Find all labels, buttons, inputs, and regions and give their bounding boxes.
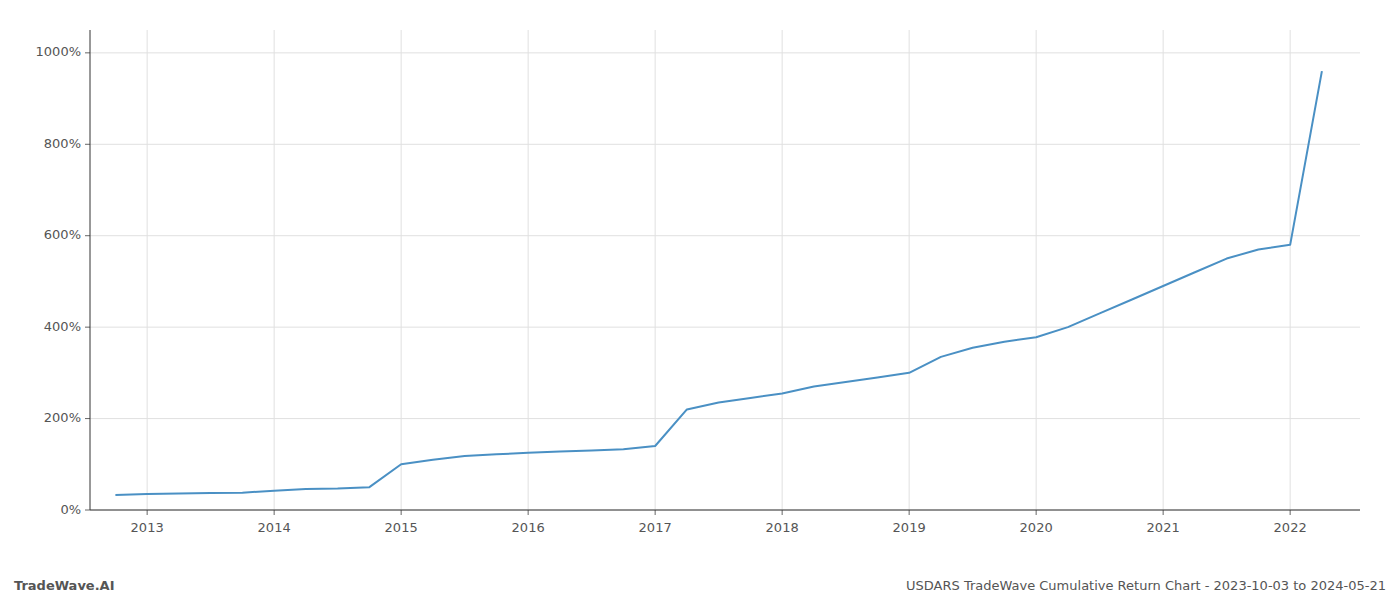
- footer-left: TradeWave.AI: [14, 578, 115, 593]
- x-tick-label: 2022: [1274, 520, 1307, 535]
- x-tick: [401, 510, 402, 515]
- x-tick-label: 2015: [385, 520, 418, 535]
- y-tick: [85, 52, 90, 53]
- grid: [90, 30, 1360, 510]
- y-tick-label: 200%: [44, 410, 81, 425]
- axes: 0% 200% 400% 600% 800% 1000% 2013 2014 2015 2016 2…: [36, 30, 1360, 535]
- plot-area: [115, 71, 1322, 495]
- footer-right: USDARS TradeWave Cumulative Return Chart…: [906, 578, 1386, 593]
- x-grid-line: [909, 30, 910, 510]
- y-tick-label: 800%: [44, 136, 81, 151]
- x-tick-label: 2019: [893, 520, 926, 535]
- x-tick: [147, 510, 148, 515]
- x-tick: [1290, 510, 1291, 515]
- y-grid-line: [90, 235, 1360, 236]
- y-grid-line: [90, 327, 1360, 328]
- x-grid-line: [782, 30, 783, 510]
- y-grid-line: [90, 144, 1360, 145]
- x-tick-label: 2013: [131, 520, 164, 535]
- x-grid-line: [147, 30, 148, 510]
- x-grid-line: [655, 30, 656, 510]
- x-tick-label: 2021: [1147, 520, 1180, 535]
- x-tick: [782, 510, 783, 515]
- x-tick: [655, 510, 656, 515]
- y-tick-label: 0%: [60, 502, 81, 517]
- y-tick: [85, 327, 90, 328]
- y-grid-line: [90, 52, 1360, 53]
- x-tick: [1036, 510, 1037, 515]
- x-tick: [528, 510, 529, 515]
- x-tick: [1163, 510, 1164, 515]
- y-tick-label: 600%: [44, 227, 81, 242]
- x-tick-label: 2017: [639, 520, 672, 535]
- y-grid-line: [90, 510, 1360, 511]
- chart: 0% 200% 400% 600% 800% 1000% 2013 2014 2015 2016 2…: [0, 0, 1400, 600]
- y-tick: [85, 418, 90, 419]
- x-grid-line: [528, 30, 529, 510]
- x-tick: [909, 510, 910, 515]
- y-tick: [85, 235, 90, 236]
- x-tick-label: 2020: [1020, 520, 1053, 535]
- y-grid-line: [90, 418, 1360, 419]
- y-tick: [85, 510, 90, 511]
- x-grid-line: [274, 30, 275, 510]
- x-tick-label: 2018: [766, 520, 799, 535]
- x-tick-label: 2014: [258, 520, 291, 535]
- line: [115, 71, 1322, 495]
- x-grid-line: [1290, 30, 1291, 510]
- x-grid-line: [1036, 30, 1037, 510]
- y-tick-label: 400%: [44, 319, 81, 334]
- x-grid-line: [1163, 30, 1164, 510]
- y-tick: [85, 144, 90, 145]
- y-tick-label: 1000%: [36, 44, 81, 59]
- x-grid-line: [401, 30, 402, 510]
- x-tick-label: 2016: [512, 520, 545, 535]
- x-axis-line: [90, 510, 1360, 511]
- x-tick: [274, 510, 275, 515]
- y-axis-line: [90, 30, 91, 510]
